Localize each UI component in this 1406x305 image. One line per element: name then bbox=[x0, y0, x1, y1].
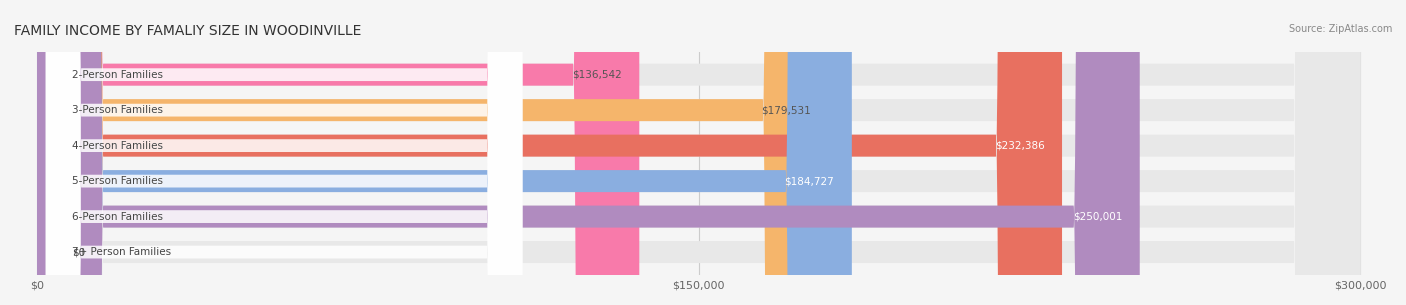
Text: Source: ZipAtlas.com: Source: ZipAtlas.com bbox=[1288, 24, 1392, 34]
FancyBboxPatch shape bbox=[37, 0, 1360, 305]
Text: 2-Person Families: 2-Person Families bbox=[72, 70, 163, 80]
FancyBboxPatch shape bbox=[37, 0, 1140, 305]
Text: 6-Person Families: 6-Person Families bbox=[72, 212, 163, 222]
Text: 3-Person Families: 3-Person Families bbox=[72, 105, 163, 115]
Text: 5-Person Families: 5-Person Families bbox=[72, 176, 163, 186]
FancyBboxPatch shape bbox=[37, 0, 1360, 305]
Text: $184,727: $184,727 bbox=[785, 176, 834, 186]
FancyBboxPatch shape bbox=[46, 0, 522, 305]
FancyBboxPatch shape bbox=[46, 0, 522, 305]
FancyBboxPatch shape bbox=[46, 0, 522, 305]
FancyBboxPatch shape bbox=[37, 0, 640, 305]
Text: 5-Person Families: 5-Person Families bbox=[72, 176, 163, 186]
Text: 7+ Person Families: 7+ Person Families bbox=[72, 247, 172, 257]
FancyBboxPatch shape bbox=[37, 0, 1360, 305]
FancyBboxPatch shape bbox=[46, 0, 522, 305]
Text: $232,386: $232,386 bbox=[994, 141, 1045, 151]
FancyBboxPatch shape bbox=[37, 0, 1360, 305]
Text: $179,531: $179,531 bbox=[762, 105, 811, 115]
Text: 4-Person Families: 4-Person Families bbox=[72, 141, 163, 151]
FancyBboxPatch shape bbox=[37, 0, 1360, 305]
FancyBboxPatch shape bbox=[46, 0, 522, 305]
Text: $0: $0 bbox=[72, 247, 86, 257]
Text: 6-Person Families: 6-Person Families bbox=[72, 212, 163, 222]
Text: $250,001: $250,001 bbox=[1073, 212, 1122, 222]
Text: 4-Person Families: 4-Person Families bbox=[72, 141, 163, 151]
Text: $136,542: $136,542 bbox=[572, 70, 621, 80]
Text: 2-Person Families: 2-Person Families bbox=[72, 70, 163, 80]
Text: 7+ Person Families: 7+ Person Families bbox=[72, 247, 172, 257]
Text: FAMILY INCOME BY FAMALIY SIZE IN WOODINVILLE: FAMILY INCOME BY FAMALIY SIZE IN WOODINV… bbox=[14, 24, 361, 38]
FancyBboxPatch shape bbox=[37, 0, 830, 305]
FancyBboxPatch shape bbox=[37, 0, 1062, 305]
FancyBboxPatch shape bbox=[37, 0, 852, 305]
FancyBboxPatch shape bbox=[46, 0, 522, 305]
Text: 3-Person Families: 3-Person Families bbox=[72, 105, 163, 115]
FancyBboxPatch shape bbox=[37, 0, 1360, 305]
